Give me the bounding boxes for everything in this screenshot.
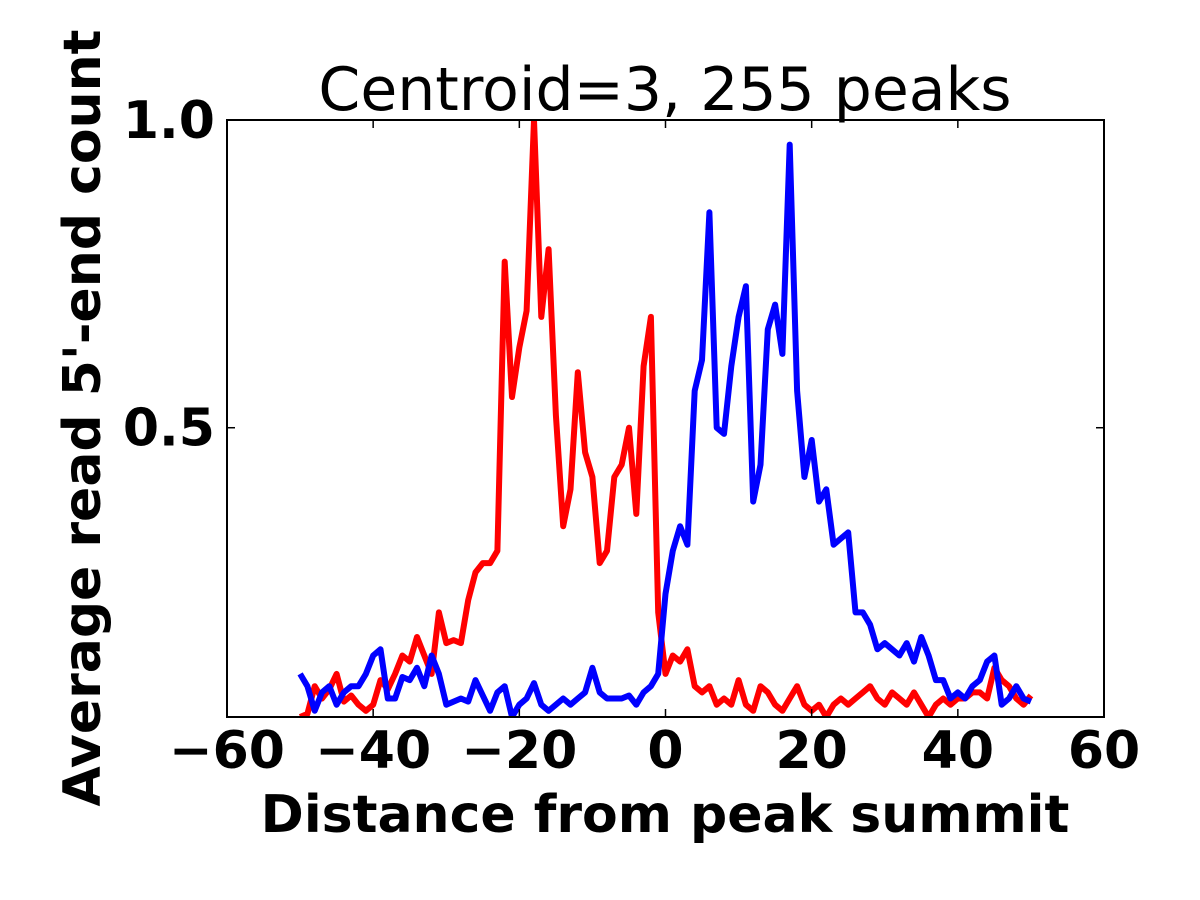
x-tick-label: 20 <box>775 721 847 781</box>
y-axis-label: Average read 5'-end count <box>53 30 113 807</box>
x-tick-label: −40 <box>315 721 431 781</box>
chart-title: Centroid=3, 255 peaks <box>318 55 1011 125</box>
y-axis: 0.5 1.0 <box>123 91 1104 459</box>
x-tick-label: 40 <box>922 721 994 781</box>
x-tick-label: 0 <box>647 721 683 781</box>
y-tick-label: 0.5 <box>123 399 215 459</box>
series-line-2 <box>297 141 1033 717</box>
x-axis: −60 −40 −20 0 20 40 60 <box>169 120 1140 781</box>
series-line-1 <box>298 120 1034 717</box>
x-tick-label: −60 <box>169 721 285 781</box>
series-layer <box>297 120 1034 717</box>
x-axis-label: Distance from peak summit <box>261 785 1070 845</box>
x-tick-label: −20 <box>461 721 577 781</box>
y-tick-label: 1.0 <box>123 91 215 151</box>
x-tick-label: 60 <box>1068 721 1140 781</box>
